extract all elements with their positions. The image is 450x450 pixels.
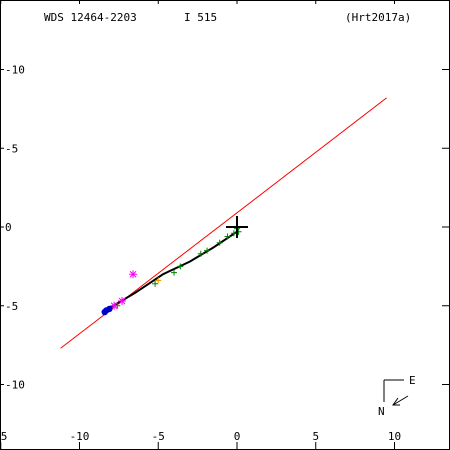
magenta-observation-point bbox=[110, 301, 119, 310]
compass-east-label: E bbox=[409, 374, 416, 387]
green-observation-point bbox=[216, 239, 223, 246]
y-tick-label: -10 bbox=[5, 64, 25, 77]
x-tick-label: 10 bbox=[388, 430, 401, 443]
x-tick-label: 15 bbox=[0, 430, 7, 443]
green-observation-point bbox=[197, 250, 204, 257]
header-orbit-ref: (Hrt2017a) bbox=[345, 11, 411, 24]
magenta-observation-point bbox=[129, 270, 138, 279]
blue-observation-point bbox=[106, 305, 113, 313]
orbit-path bbox=[107, 230, 238, 310]
primary-star-marker bbox=[226, 216, 248, 238]
orange-observation-point bbox=[155, 277, 162, 284]
magenta-observation-point bbox=[118, 297, 127, 306]
primary-star-layer bbox=[226, 216, 248, 238]
compass: E N bbox=[378, 374, 416, 418]
y-tick-label: -10 bbox=[5, 379, 25, 392]
compass-north-label: N bbox=[378, 405, 385, 418]
x-tick-label: -5 bbox=[152, 430, 165, 443]
blue-observation-point bbox=[101, 308, 108, 316]
y-tick-label: 0 bbox=[5, 221, 12, 234]
green-observation-point bbox=[204, 247, 211, 254]
compass-arrow-head bbox=[392, 397, 400, 406]
x-tick-label: 5 bbox=[312, 430, 319, 443]
green-observation-point bbox=[230, 230, 237, 237]
green-observation-point bbox=[224, 233, 231, 240]
green-observation-point bbox=[152, 280, 159, 287]
x-tick-label: -10 bbox=[70, 430, 90, 443]
orbit-layer bbox=[107, 230, 238, 310]
green-observation-point bbox=[177, 263, 184, 270]
y-tick-label: -5 bbox=[5, 142, 18, 155]
compass-motion-arrow bbox=[392, 395, 409, 406]
observations-layer bbox=[101, 225, 242, 316]
y-tick-label: -5 bbox=[5, 300, 18, 313]
green-observation-point bbox=[171, 269, 177, 276]
header-wds-id: WDS 12464-2203 bbox=[44, 11, 137, 24]
header-discoverer: I 515 bbox=[184, 11, 217, 24]
x-tick-label: 0 bbox=[234, 430, 241, 443]
